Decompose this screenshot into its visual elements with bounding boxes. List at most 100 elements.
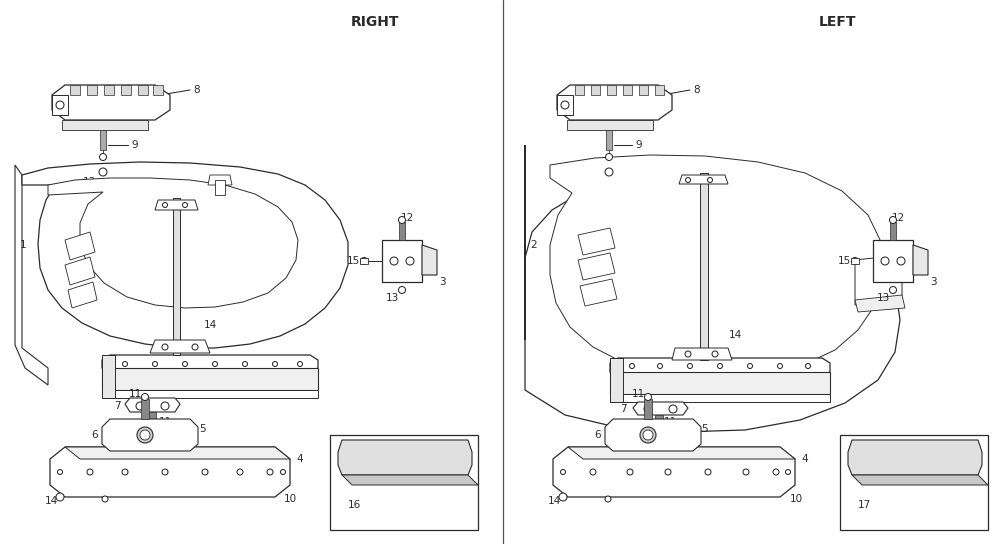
Polygon shape — [639, 85, 648, 95]
Polygon shape — [578, 253, 615, 280]
Polygon shape — [155, 200, 198, 210]
Circle shape — [852, 257, 858, 264]
Polygon shape — [580, 279, 617, 306]
Polygon shape — [623, 85, 632, 95]
Circle shape — [148, 424, 156, 431]
Text: 13: 13 — [588, 177, 602, 187]
Circle shape — [390, 257, 398, 265]
Circle shape — [881, 257, 889, 265]
Text: 12: 12 — [400, 213, 414, 223]
Polygon shape — [644, 399, 652, 419]
Polygon shape — [360, 258, 368, 264]
Polygon shape — [557, 85, 672, 120]
Circle shape — [590, 469, 596, 475]
Polygon shape — [422, 245, 437, 275]
Circle shape — [237, 469, 243, 475]
Circle shape — [656, 441, 662, 448]
Polygon shape — [338, 440, 472, 475]
Circle shape — [644, 405, 652, 413]
Circle shape — [242, 362, 248, 367]
Circle shape — [140, 430, 150, 440]
Text: 9: 9 — [636, 140, 642, 150]
Circle shape — [686, 177, 690, 182]
Text: 5: 5 — [199, 424, 205, 434]
Polygon shape — [913, 245, 928, 275]
Polygon shape — [102, 390, 318, 398]
Circle shape — [712, 351, 718, 357]
Circle shape — [748, 363, 753, 368]
Polygon shape — [65, 257, 95, 285]
Text: 8: 8 — [694, 85, 700, 95]
Circle shape — [669, 405, 677, 413]
Polygon shape — [125, 398, 180, 412]
Polygon shape — [102, 419, 198, 451]
Circle shape — [560, 469, 566, 474]
Polygon shape — [679, 175, 728, 184]
Polygon shape — [610, 358, 623, 402]
Polygon shape — [557, 95, 573, 115]
Text: 16: 16 — [348, 500, 361, 510]
Polygon shape — [50, 447, 290, 497]
Text: 6: 6 — [594, 430, 601, 440]
Circle shape — [212, 362, 218, 367]
Circle shape — [398, 287, 406, 294]
Polygon shape — [655, 428, 663, 442]
Polygon shape — [52, 95, 68, 115]
Polygon shape — [855, 255, 902, 305]
Circle shape — [122, 469, 128, 475]
Polygon shape — [62, 120, 148, 130]
Text: 4: 4 — [297, 454, 303, 464]
Polygon shape — [610, 394, 830, 402]
Polygon shape — [633, 402, 688, 415]
Text: 13: 13 — [385, 293, 399, 303]
Text: 14: 14 — [728, 330, 742, 340]
Polygon shape — [610, 358, 830, 375]
Polygon shape — [855, 295, 905, 312]
Circle shape — [87, 469, 93, 475]
Text: 3: 3 — [439, 277, 445, 287]
Circle shape — [161, 402, 169, 410]
Circle shape — [360, 257, 368, 264]
Circle shape — [142, 393, 148, 400]
Polygon shape — [848, 440, 982, 475]
Circle shape — [718, 363, 722, 368]
Circle shape — [272, 362, 278, 367]
Text: 13: 13 — [876, 293, 890, 303]
Circle shape — [137, 427, 153, 443]
Polygon shape — [655, 415, 663, 428]
Circle shape — [630, 363, 635, 368]
Circle shape — [605, 168, 613, 176]
Polygon shape — [578, 228, 615, 255]
Circle shape — [656, 426, 662, 434]
Polygon shape — [87, 85, 97, 95]
Circle shape — [202, 469, 208, 475]
Polygon shape — [148, 412, 156, 425]
Circle shape — [122, 362, 128, 367]
Polygon shape — [70, 85, 80, 95]
Polygon shape — [150, 340, 210, 353]
Text: 9: 9 — [132, 140, 138, 150]
Circle shape — [56, 101, 64, 109]
Circle shape — [688, 363, 692, 368]
Bar — [840, 435, 988, 530]
Circle shape — [162, 344, 168, 350]
Circle shape — [897, 257, 905, 265]
Polygon shape — [700, 173, 708, 360]
Text: 11: 11 — [663, 417, 677, 427]
Circle shape — [102, 496, 108, 502]
Polygon shape — [605, 419, 701, 451]
Circle shape — [561, 101, 569, 109]
Circle shape — [559, 493, 567, 501]
Text: 15: 15 — [838, 256, 851, 266]
Circle shape — [398, 217, 406, 224]
Polygon shape — [382, 240, 422, 282]
Text: 7: 7 — [114, 401, 120, 411]
Circle shape — [685, 351, 691, 357]
Polygon shape — [15, 165, 48, 385]
Polygon shape — [65, 232, 95, 260]
Circle shape — [406, 257, 414, 265]
Polygon shape — [851, 258, 859, 264]
Bar — [330, 435, 478, 530]
Circle shape — [778, 363, 782, 368]
Circle shape — [162, 202, 168, 207]
